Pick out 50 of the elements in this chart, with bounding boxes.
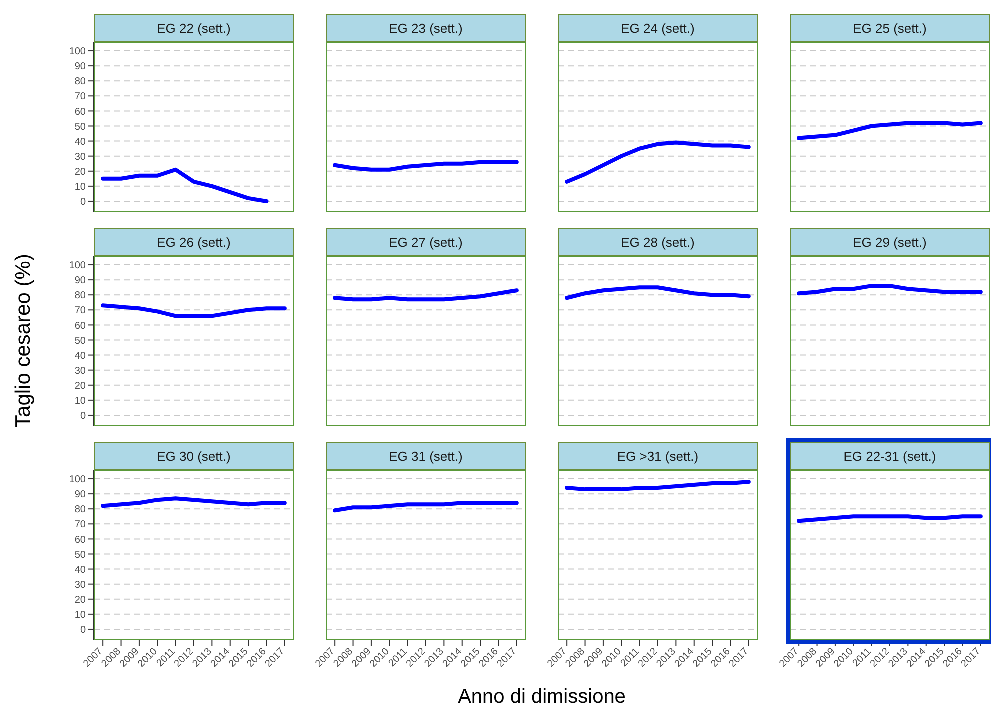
y-tick-label: 90: [74, 490, 86, 501]
y-tick-label: 60: [74, 320, 86, 332]
chart-title: EG 22 (sett.): [94, 14, 294, 42]
y-tick-label: 60: [74, 534, 86, 546]
y-tick-label: 10: [74, 182, 86, 193]
line-series: [101, 304, 287, 318]
y-tick-label: 80: [74, 290, 86, 302]
chart-title: EG 22-31 (sett.): [790, 442, 990, 470]
y-tick-label: 50: [74, 336, 86, 347]
y-tick-label: 90: [74, 62, 86, 73]
y-tick-label: 70: [74, 520, 86, 531]
chart-title: EG 28 (sett.): [558, 228, 758, 256]
y-tick-label: 100: [69, 260, 86, 272]
y-tick-label: 60: [74, 106, 86, 118]
y-tick-label: 10: [74, 396, 86, 407]
chart-title: EG 26 (sett.): [94, 228, 294, 256]
y-tick-label: 80: [74, 76, 86, 88]
y-tick-label: 30: [74, 580, 86, 591]
y-tick-label: 10: [74, 610, 86, 621]
y-tick-label: 0: [80, 625, 86, 636]
y-tick-label: 0: [80, 411, 86, 422]
y-tick-label: 30: [74, 152, 86, 163]
y-tick-label: 100: [69, 46, 86, 58]
y-tick-label: 40: [74, 350, 86, 362]
chart-title: EG 30 (sett.): [94, 442, 294, 470]
y-tick-label: 40: [74, 136, 86, 148]
chart-title: EG 23 (sett.): [326, 14, 526, 42]
y-tick-label: 80: [74, 504, 86, 516]
y-tick-label: 20: [74, 166, 86, 178]
y-tick-label: 20: [74, 594, 86, 606]
y-tick-label: 90: [74, 276, 86, 287]
chart-title: EG 29 (sett.): [790, 228, 990, 256]
line-series: [101, 168, 269, 204]
y-tick-label: 70: [74, 306, 86, 317]
y-tick-label: 30: [74, 366, 86, 377]
y-tick-label: 20: [74, 380, 86, 392]
y-tick-label: 70: [74, 92, 86, 103]
chart-title: EG >31 (sett.): [558, 442, 758, 470]
x-axis-title: Anno di dimissione: [457, 686, 627, 709]
chart-title: EG 31 (sett.): [326, 442, 526, 470]
y-tick-label: 40: [74, 564, 86, 576]
chart-title: EG 27 (sett.): [326, 228, 526, 256]
y-tick-label: 0: [80, 197, 86, 208]
y-tick-label: 100: [69, 474, 86, 486]
chart-title: EG 24 (sett.): [558, 14, 758, 42]
y-tick-label: 50: [74, 550, 86, 561]
y-axis-title: Taglio cesareo (%): [12, 253, 36, 430]
y-tick-label: 50: [74, 122, 86, 133]
chart-title: EG 25 (sett.): [790, 14, 990, 42]
line-series: [101, 496, 287, 508]
